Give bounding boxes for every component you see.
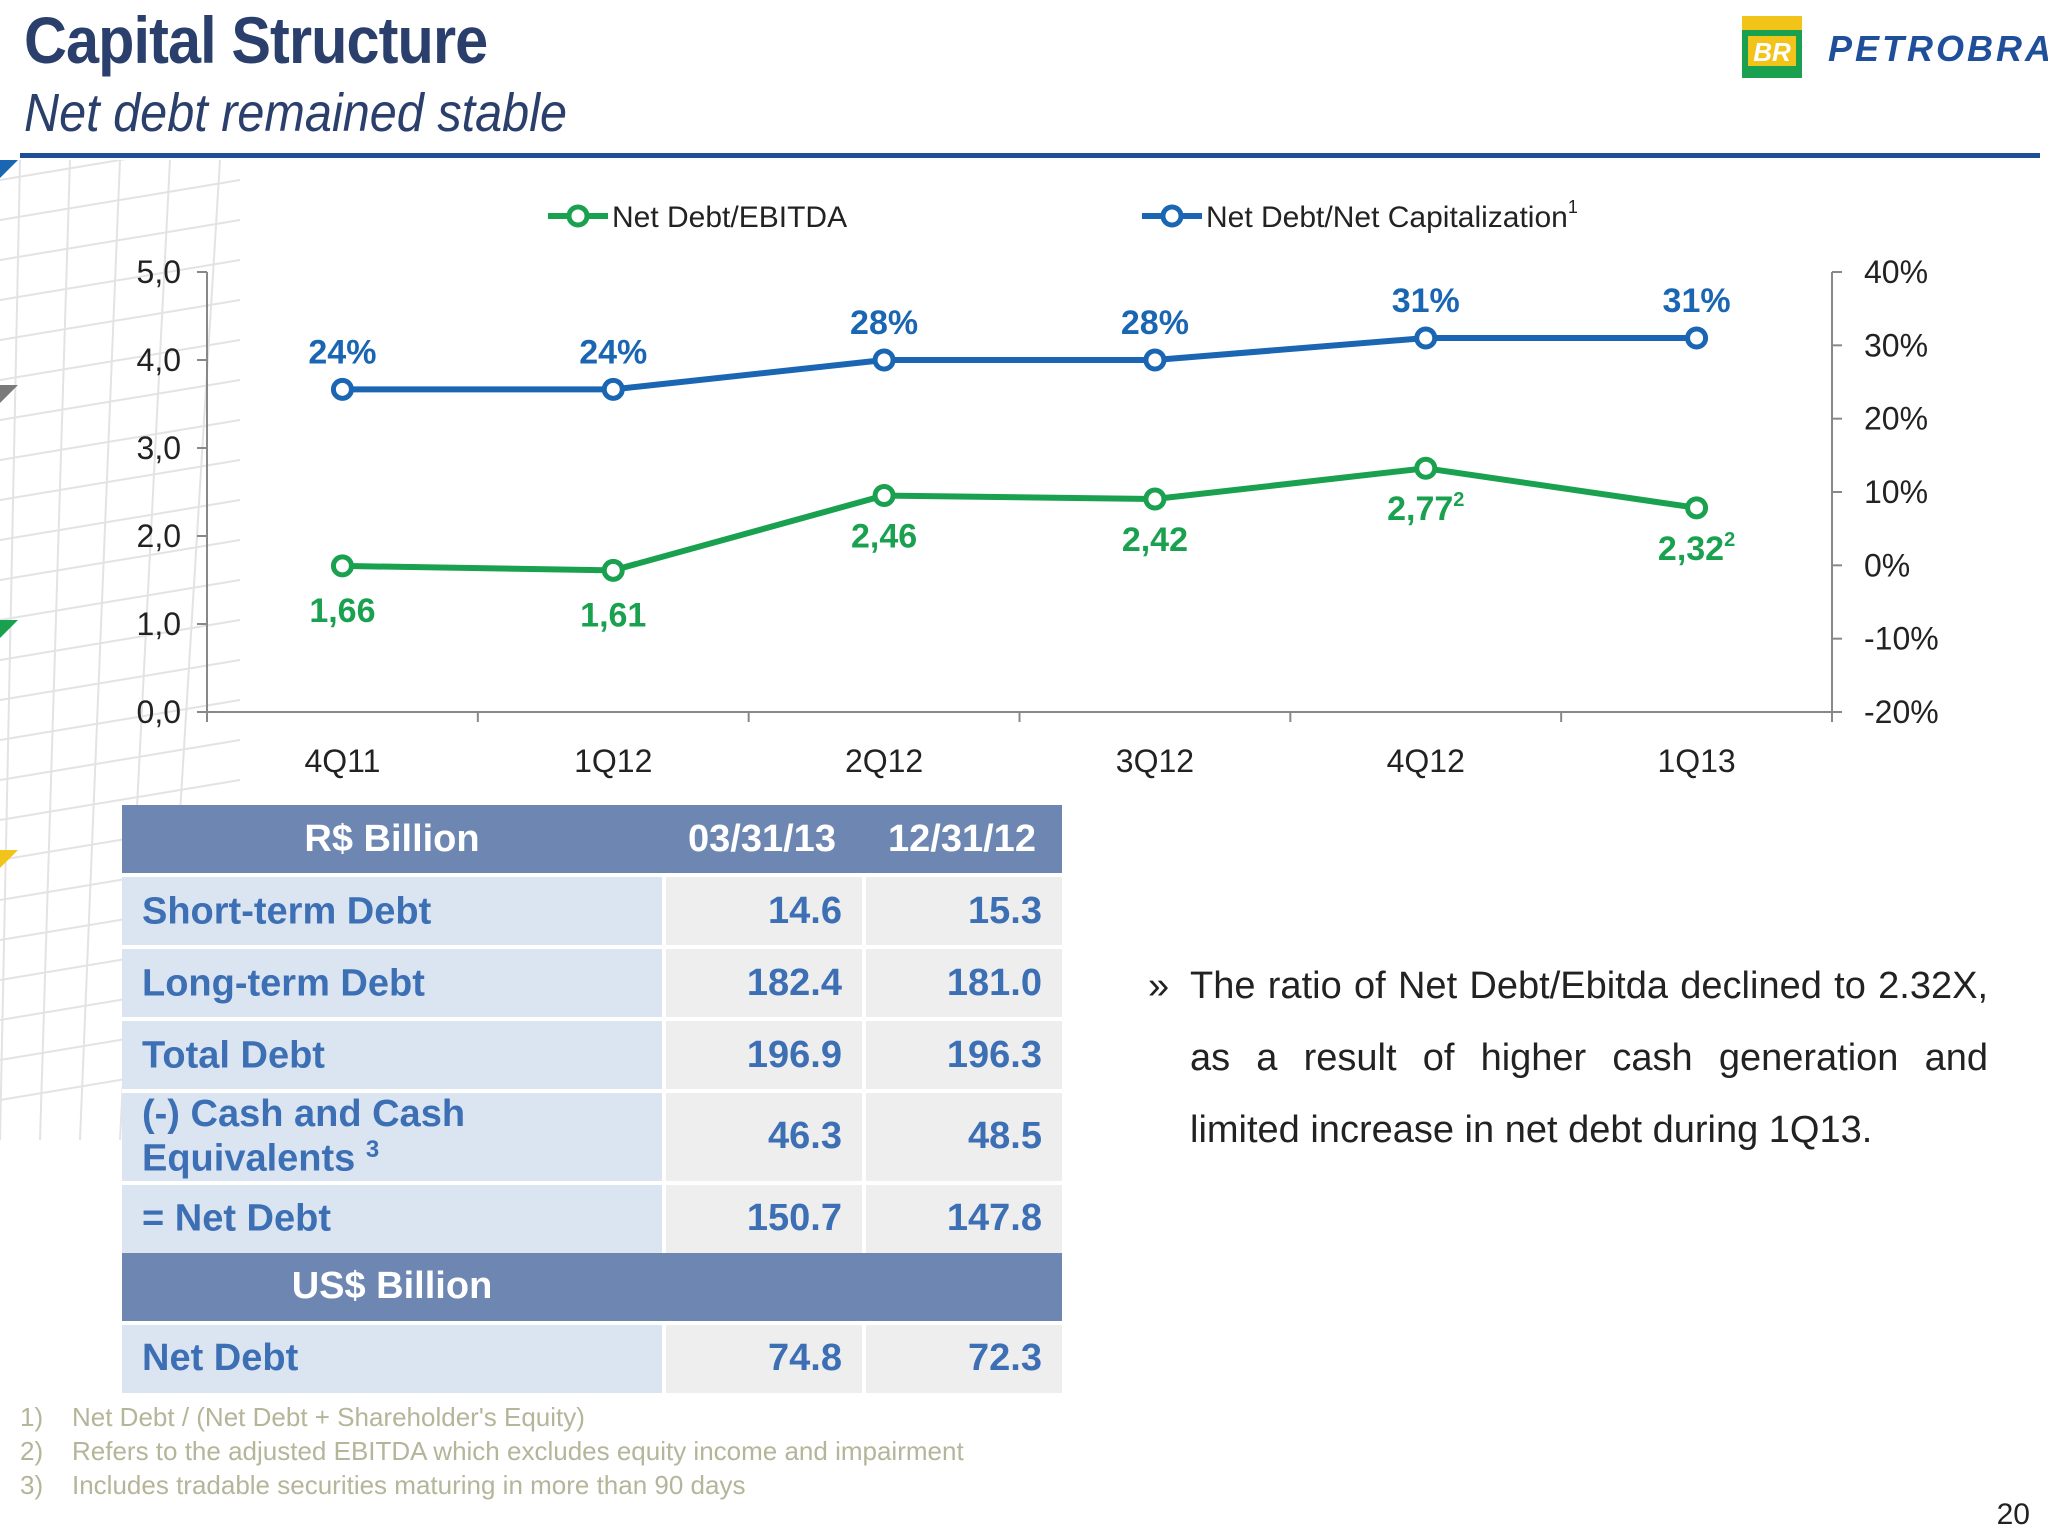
row-value-2: 15.3 bbox=[862, 873, 1062, 945]
table-row: = Net Debt 150.7 147.8 bbox=[122, 1180, 1062, 1253]
row-value-2: 48.5 bbox=[862, 1089, 1062, 1181]
table-row: Short-term Debt 14.6 15.3 bbox=[122, 873, 1062, 945]
legend-label: Net Debt/EBITDA bbox=[612, 201, 847, 234]
row-value-1: 182.4 bbox=[662, 945, 862, 1017]
row-value-2: 181.0 bbox=[862, 945, 1062, 1017]
left-axis-tick-label: 5,0 bbox=[137, 254, 181, 290]
x-axis-tick-label: 3Q12 bbox=[1116, 743, 1194, 779]
series-2-data-label: 24% bbox=[308, 333, 376, 371]
x-axis-tick-label: 4Q11 bbox=[304, 743, 380, 779]
series-2-point bbox=[1414, 326, 1438, 350]
series-2-point bbox=[601, 377, 625, 401]
row-value-1: 46.3 bbox=[662, 1089, 862, 1181]
table-usd-header: US$ Billion bbox=[122, 1252, 662, 1321]
series-1-point bbox=[601, 558, 625, 582]
series-1-point bbox=[1414, 456, 1438, 480]
row-label: Total Debt bbox=[122, 1017, 662, 1089]
series-line-2 bbox=[342, 335, 1697, 393]
series-2-point bbox=[1685, 326, 1709, 350]
legend-label: Net Debt/Net Capitalization1 bbox=[1206, 197, 1578, 234]
legend-superscript: 1 bbox=[1568, 197, 1578, 217]
right-axis-tick-label: 20% bbox=[1864, 401, 1928, 437]
series-2-data-label: 28% bbox=[850, 304, 918, 342]
row-label: Short-term Debt bbox=[122, 873, 662, 945]
x-axis-tick-label: 1Q12 bbox=[574, 743, 652, 779]
table-header-date-2: 12/31/12 bbox=[862, 805, 1062, 873]
table-row: Long-term Debt 182.4 181.0 bbox=[122, 945, 1062, 1017]
logo-wordmark: PETROBRAS bbox=[1828, 28, 2048, 69]
right-axis-tick-label: -10% bbox=[1864, 621, 1939, 657]
right-axis-tick-label: 0% bbox=[1864, 547, 1910, 583]
left-axis-tick-label: 3,0 bbox=[137, 430, 181, 466]
series-1-point bbox=[1143, 487, 1167, 511]
series-2-data-label: 24% bbox=[579, 333, 647, 371]
right-axis-tick-label: 10% bbox=[1864, 474, 1928, 510]
header-divider bbox=[20, 153, 2040, 158]
footnote-item: 3) Includes tradable securities maturing … bbox=[20, 1470, 746, 1500]
footnotes: 1) Net Debt / (Net Debt + Shareholder's E… bbox=[20, 1400, 964, 1502]
right-axis-tick-label: 40% bbox=[1864, 254, 1928, 290]
series-1-data-label: 2,46 bbox=[851, 518, 917, 556]
series-2-point bbox=[330, 377, 354, 401]
series-2-data-label: 31% bbox=[1392, 282, 1460, 320]
table-usd-header-row: US$ Billion bbox=[122, 1252, 1062, 1321]
bullet-mark: » bbox=[1148, 965, 1170, 1007]
row-value-2: 196.3 bbox=[862, 1017, 1062, 1089]
series-1-data-label: 1,61 bbox=[580, 596, 646, 634]
series-1-data-label: 2,772 bbox=[1387, 489, 1464, 528]
row-value-2: 147.8 bbox=[862, 1180, 1062, 1253]
row-label: Net Debt bbox=[122, 1320, 662, 1393]
legend-swatch-marker bbox=[566, 204, 590, 228]
left-axis-tick-label: 0,0 bbox=[137, 694, 181, 730]
series-2-data-label: 31% bbox=[1663, 282, 1731, 320]
data-label-superscript: 2 bbox=[1453, 489, 1464, 511]
table-header-date-1: 03/31/13 bbox=[662, 805, 862, 873]
row-label: = Net Debt bbox=[122, 1180, 662, 1253]
left-axis-tick-label: 2,0 bbox=[137, 518, 181, 554]
x-axis-tick-label: 4Q12 bbox=[1387, 743, 1465, 779]
bullet-text: The ratio of Net Debt/Ebitda declined to… bbox=[1190, 965, 1988, 1151]
table-header-label: R$ Billion bbox=[122, 805, 662, 873]
row-value-1: 150.7 bbox=[662, 1180, 862, 1253]
series-1-data-label: 2,42 bbox=[1122, 521, 1188, 559]
right-axis-tick-label: 30% bbox=[1864, 327, 1928, 363]
petrobras-logo: BR bbox=[1742, 16, 1802, 78]
row-value-1: 14.6 bbox=[662, 873, 862, 945]
page-number: 20 bbox=[1996, 1498, 2030, 1531]
decorative-grid-pattern bbox=[0, 160, 241, 1140]
logo-badge: BR bbox=[1753, 37, 1791, 67]
x-axis-tick-label: 1Q13 bbox=[1657, 743, 1735, 779]
legend-swatch-marker bbox=[1160, 204, 1184, 228]
table-row: (-) Cash and Cash Equivalents 3 46.3 48.… bbox=[122, 1089, 1062, 1181]
series-1-point bbox=[330, 554, 354, 578]
left-axis-tick-label: 1,0 bbox=[137, 606, 181, 642]
commentary-bullet: » The ratio of Net Debt/Ebitda declined … bbox=[1148, 950, 1988, 1166]
page-title: Capital Structure bbox=[24, 3, 488, 77]
series-1-data-label: 1,66 bbox=[309, 592, 375, 630]
table-row: Total Debt 196.9 196.3 bbox=[122, 1017, 1062, 1089]
debt-table: R$ Billion 03/31/13 12/31/12 Short-term … bbox=[122, 805, 1062, 1393]
footnote-item: 1) Net Debt / (Net Debt + Shareholder's E… bbox=[20, 1402, 585, 1432]
row-label: Long-term Debt bbox=[122, 945, 662, 1017]
series-2-point bbox=[1143, 348, 1167, 372]
row-value-1: 74.8 bbox=[662, 1320, 862, 1393]
series-2-data-label: 28% bbox=[1121, 304, 1189, 342]
series-1-data-label: 2,322 bbox=[1658, 529, 1735, 568]
series-1-point bbox=[872, 484, 896, 508]
net-debt-ratio-chart: 0,0 1,0 2,0 3,0 4,0 5,0 -20% -10% 0% 10% 20% 30% 40%… bbox=[137, 197, 1939, 779]
page-subtitle: Net debt remained stable bbox=[24, 83, 568, 143]
right-axis-tick-label: -20% bbox=[1864, 694, 1939, 730]
footnote-item: 2) Refers to the adjusted EBITDA which ex… bbox=[20, 1436, 964, 1466]
series-line-1 bbox=[342, 465, 1698, 574]
row-value-2: 72.3 bbox=[862, 1320, 1062, 1393]
series-2-point bbox=[872, 348, 896, 372]
data-label-superscript: 2 bbox=[1724, 529, 1735, 551]
table-row: Net Debt 74.8 72.3 bbox=[122, 1320, 1062, 1393]
row-value-1: 196.9 bbox=[662, 1017, 862, 1089]
series-1-point bbox=[1685, 496, 1709, 520]
left-axis-tick-label: 4,0 bbox=[137, 342, 181, 378]
x-axis-tick-label: 2Q12 bbox=[845, 743, 923, 779]
table-header-row: R$ Billion 03/31/13 12/31/12 bbox=[122, 805, 1062, 873]
row-label: (-) Cash and Cash Equivalents 3 bbox=[122, 1089, 662, 1181]
